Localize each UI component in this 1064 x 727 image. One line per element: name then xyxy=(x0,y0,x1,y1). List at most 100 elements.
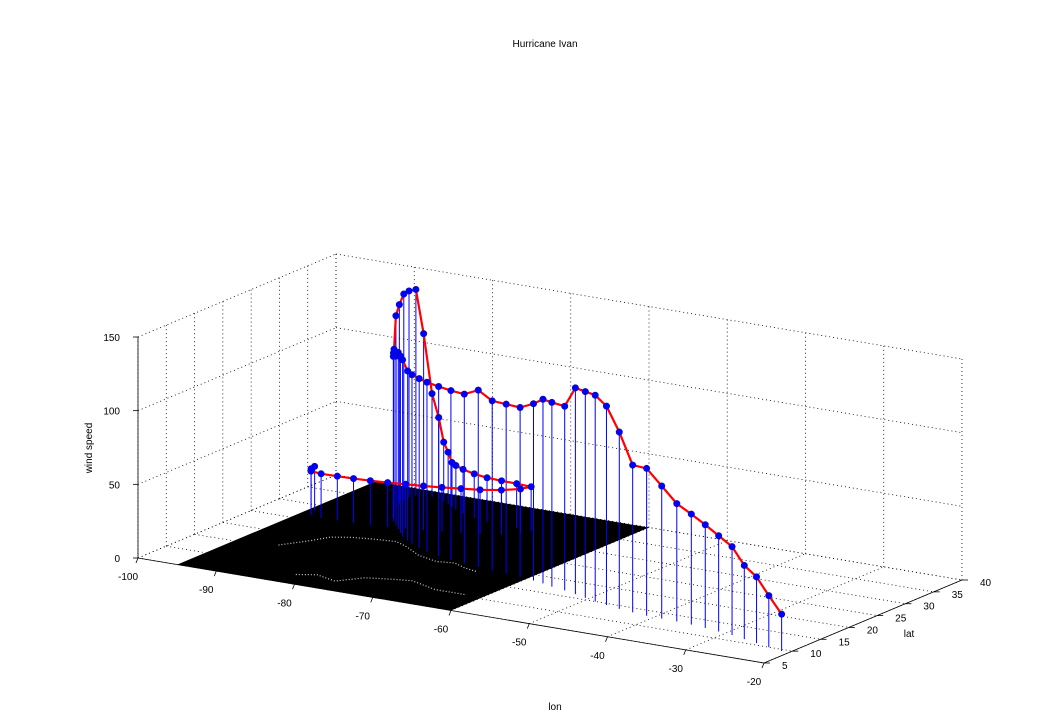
track-marker xyxy=(447,387,455,395)
y-tick-label: 30 xyxy=(923,602,935,613)
basemap-surface xyxy=(177,481,649,611)
floor-grid-line xyxy=(685,566,884,651)
track-marker xyxy=(658,482,666,490)
track-marker xyxy=(488,397,496,405)
back-wall-grid-line xyxy=(335,474,963,581)
track-marker xyxy=(419,482,427,490)
track-marker xyxy=(643,464,651,472)
x-tick-mark xyxy=(292,584,295,590)
track-marker xyxy=(474,386,482,394)
coastline xyxy=(295,573,467,596)
track-marker xyxy=(778,610,786,618)
chart-title: Hurricane Ivan xyxy=(512,39,577,50)
y-tick-label: 10 xyxy=(810,649,822,660)
x-tick-mark xyxy=(526,623,530,629)
track-marker xyxy=(384,479,392,487)
x-tick-label: -40 xyxy=(590,651,605,662)
x-tick-mark xyxy=(761,662,765,669)
track-marker xyxy=(400,290,408,298)
track-marker xyxy=(435,414,443,422)
side-wall-grid-line xyxy=(137,253,337,338)
track-marker xyxy=(513,480,521,488)
track-marker xyxy=(728,543,736,551)
track-marker xyxy=(483,474,491,482)
track-marker xyxy=(629,461,637,469)
track-marker xyxy=(457,485,465,493)
track-marker xyxy=(438,483,446,491)
floor-grid-line xyxy=(279,498,906,605)
track-marker xyxy=(404,367,412,375)
track-marker xyxy=(317,470,325,478)
x-tick-label: -60 xyxy=(434,625,449,636)
y-tick-label: 25 xyxy=(895,614,907,625)
stem-series xyxy=(310,289,783,652)
track-marker xyxy=(581,388,589,396)
x-tick-mark xyxy=(683,649,687,656)
x-tick-label: -20 xyxy=(747,677,762,688)
y-axis-line xyxy=(763,579,963,664)
track-marker xyxy=(390,345,398,353)
track-marker xyxy=(529,400,537,408)
y-tick-label: 35 xyxy=(952,590,964,601)
x-tick-label: -30 xyxy=(669,664,684,675)
z-tick-label: 50 xyxy=(109,480,121,491)
z-tick-label: 150 xyxy=(103,333,120,344)
track-marker xyxy=(591,391,599,399)
track-series xyxy=(307,285,786,618)
basemap-patch xyxy=(177,481,649,611)
track-marker xyxy=(423,378,431,386)
track-marker xyxy=(497,486,505,494)
track-marker xyxy=(687,510,695,518)
track-marker xyxy=(516,485,524,493)
track-marker xyxy=(415,375,423,383)
floor-grid-line xyxy=(194,533,821,640)
back-wall-grid-line xyxy=(335,400,963,507)
y-tick-label: 20 xyxy=(867,625,879,636)
x-tick-mark xyxy=(448,610,452,616)
track-marker xyxy=(444,448,452,456)
side-wall-grid-line xyxy=(137,400,337,485)
y-tick-label: 40 xyxy=(980,578,992,589)
floor-grid-line xyxy=(251,510,878,616)
floor-grid-line xyxy=(607,553,806,638)
y-axis-label: lat xyxy=(904,629,915,640)
x-tick-label: -50 xyxy=(512,638,527,649)
x-tick-label: -70 xyxy=(356,611,371,622)
track-marker xyxy=(459,465,467,473)
x-tick-mark xyxy=(135,557,139,564)
y-tick-label: 15 xyxy=(839,637,851,648)
track-marker xyxy=(715,532,723,540)
back-wall-grid-line xyxy=(335,253,963,360)
track-marker xyxy=(412,285,420,293)
y-tick-label: 5 xyxy=(782,661,788,672)
track-marker xyxy=(435,383,443,391)
track-marker xyxy=(405,287,413,295)
z-tick-label: 0 xyxy=(114,554,120,565)
track-marker xyxy=(333,472,341,480)
x-tick-label: -80 xyxy=(277,598,292,609)
track-marker xyxy=(516,404,524,412)
track-marker xyxy=(470,470,478,478)
track-marker xyxy=(395,301,403,309)
track-marker xyxy=(460,390,468,398)
x-tick-mark xyxy=(213,570,217,577)
back-wall-grid-line xyxy=(335,327,963,434)
x-tick-label: -90 xyxy=(199,585,214,596)
track-marker xyxy=(440,438,448,446)
track-marker xyxy=(392,312,400,320)
track-marker xyxy=(602,402,610,410)
track-marker xyxy=(498,477,506,485)
track-marker xyxy=(350,475,358,483)
track-marker xyxy=(311,462,319,470)
side-wall-grid-line xyxy=(137,327,337,412)
x-tick-label: -100 xyxy=(118,572,138,583)
track-marker xyxy=(366,477,374,485)
track-marker xyxy=(452,462,460,470)
floor-grid-line xyxy=(166,545,793,652)
x-axis-label: lon xyxy=(548,702,561,713)
track-marker xyxy=(701,521,709,529)
track-marker xyxy=(527,483,535,491)
track-marker xyxy=(420,330,428,338)
